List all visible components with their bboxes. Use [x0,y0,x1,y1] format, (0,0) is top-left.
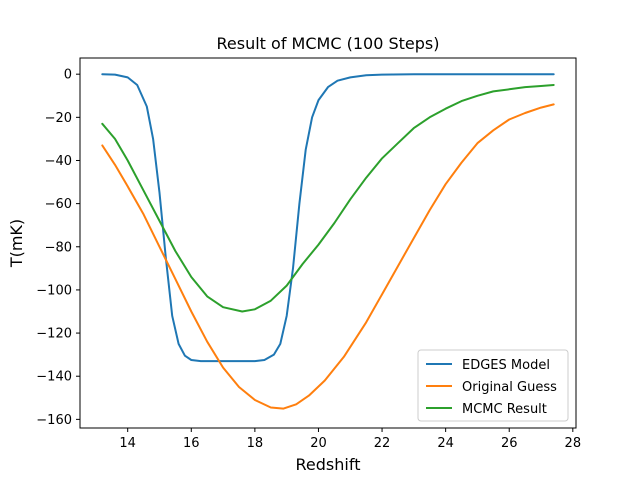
y-tick-label: −160 [36,413,72,428]
x-axis-ticks: 14 16 18 20 22 24 26 28 [119,428,581,451]
legend-label-original-guess: Original Guess [462,380,557,395]
x-tick-label: 26 [501,436,518,451]
x-axis-label: Redshift [296,455,361,474]
chart-title: Result of MCMC (100 Steps) [217,34,440,53]
legend-label-edges-model: EDGES Model [462,358,550,373]
x-tick-label: 16 [183,436,200,451]
series-line-original-guess [101,103,555,410]
y-tick-label: −20 [45,111,72,126]
y-tick-label: 0 [64,68,72,83]
x-tick-label: 18 [247,436,264,451]
legend: EDGES Model Original Guess MCMC Result [417,349,569,422]
y-tick-label: −140 [36,370,72,385]
x-tick-label: 24 [437,436,454,451]
x-tick-label: 14 [119,436,136,451]
series-line-mcmc-result [101,84,555,313]
series-line-edges-model [101,73,555,363]
y-axis-ticks: 0 −20 −40 −60 −80 −100 −120 −140 −160 [36,68,80,428]
legend-box [417,349,569,422]
plot-area [101,73,555,410]
y-tick-label: −60 [45,197,72,212]
y-tick-label: −100 [36,283,72,298]
x-tick-label: 28 [565,436,582,451]
legend-label-mcmc-result: MCMC Result [462,402,547,417]
y-tick-label: −80 [45,240,72,255]
x-tick-label: 22 [374,436,391,451]
y-tick-label: −40 [45,154,72,169]
y-tick-label: −120 [36,327,72,342]
x-tick-label: 20 [310,436,327,451]
plot-frame [79,57,577,429]
y-axis-label: T(mK) [7,219,26,268]
